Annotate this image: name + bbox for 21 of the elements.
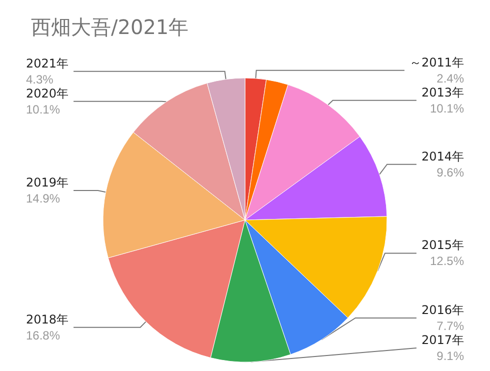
- slice-label: 2018年: [26, 312, 69, 326]
- slice-label: 2014年: [421, 149, 464, 164]
- chart-title: 西畑大吾/2021年: [31, 15, 189, 39]
- slice-label: ～2011年: [409, 55, 464, 70]
- slice-label: 2013年: [421, 85, 464, 100]
- slice-label: 2020年: [26, 86, 69, 100]
- data-label: 10.1%: [430, 101, 464, 116]
- data-label: 9.6%: [436, 165, 464, 180]
- data-label: 9.1%: [436, 349, 464, 363]
- data-label: 12.5%: [430, 254, 464, 268]
- slice-label: 2021年: [26, 56, 69, 70]
- data-label: 16.8%: [26, 328, 60, 342]
- data-label: 7.7%: [436, 319, 464, 333]
- slice-label: 2015年: [421, 238, 464, 252]
- data-label: 14.9%: [26, 192, 60, 206]
- data-label: 2.4%: [436, 71, 464, 86]
- slice-label: 2019年: [26, 176, 69, 190]
- data-label: 10.1%: [26, 102, 60, 116]
- slice-label: 2016年: [421, 303, 464, 317]
- slice-label: 2017年: [421, 333, 464, 347]
- data-label: 4.3%: [26, 72, 54, 86]
